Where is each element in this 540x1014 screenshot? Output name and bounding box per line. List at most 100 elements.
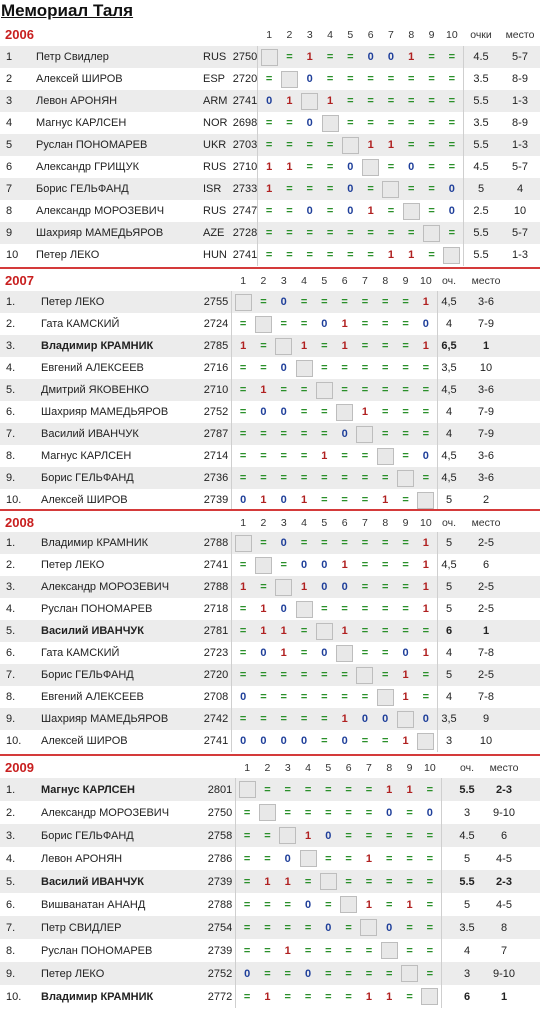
game-result: 0 bbox=[244, 967, 251, 980]
player-row: 1. Петер ЛЕКО 2755 = 0 = = = = = = 1 4,5 3-6 bbox=[0, 291, 540, 313]
grid-divider bbox=[235, 939, 236, 962]
player-rating: 2733 bbox=[232, 183, 258, 195]
game-result: = bbox=[284, 783, 291, 796]
game-result: = bbox=[402, 406, 409, 418]
game-result: = bbox=[422, 384, 430, 396]
game-result: = bbox=[286, 205, 293, 217]
game-result: 1 bbox=[406, 898, 413, 911]
game-result: = bbox=[386, 898, 393, 911]
grid-divider bbox=[463, 112, 464, 134]
player-name: Владимир КРАМНИК bbox=[41, 990, 154, 1003]
game-result: 0 bbox=[280, 735, 287, 747]
player-rating: 2714 bbox=[203, 450, 229, 462]
game-result: 0 bbox=[266, 95, 273, 107]
column-header: 3 bbox=[284, 762, 291, 774]
player-name: Василий ИВАНЧУК bbox=[41, 428, 139, 440]
game-result: = bbox=[402, 537, 409, 549]
game-result: = bbox=[341, 450, 348, 462]
game-result: 0 bbox=[260, 647, 267, 659]
self-square bbox=[382, 180, 400, 198]
game-result: 1 bbox=[386, 783, 393, 796]
player-name: Руслан ПОНОМАРЕВ bbox=[41, 944, 153, 957]
player-row: 1. Владимир КРАМНИК 2788 = 0 = = = = = = 1 5 2-5 bbox=[0, 532, 540, 554]
player-rating: 2736 bbox=[203, 472, 229, 484]
grid-divider bbox=[437, 335, 438, 357]
game-result: 0 bbox=[325, 829, 332, 842]
game-result: 1 bbox=[260, 494, 267, 506]
player-name: Руслан ПОНОМАРЕВ bbox=[41, 603, 153, 615]
player-country: ESP bbox=[203, 73, 226, 85]
game-result: = bbox=[361, 450, 369, 462]
game-result: = bbox=[321, 691, 328, 703]
game-result: = bbox=[304, 783, 312, 796]
grid-divider bbox=[235, 870, 236, 893]
game-result: 0 bbox=[240, 691, 247, 703]
game-result: 0 bbox=[347, 161, 354, 173]
player-place: 3-6 bbox=[478, 296, 494, 308]
player-number: 8. bbox=[6, 450, 16, 462]
game-result: = bbox=[243, 852, 251, 865]
grid-divider bbox=[257, 112, 258, 134]
game-result: 1 bbox=[422, 581, 429, 593]
year-heading: 2009 bbox=[5, 760, 34, 775]
game-result: = bbox=[347, 95, 354, 107]
player-name: Магнус КАРЛСЕН bbox=[41, 450, 132, 462]
self-square bbox=[275, 578, 293, 596]
self-square bbox=[421, 988, 439, 1005]
game-result: = bbox=[367, 249, 374, 261]
player-row: 7 Борис ГЕЛЬФАНД ISR 2733 1 = = = 0 = = = 0 5 4 bbox=[0, 178, 540, 200]
self-square bbox=[340, 896, 358, 913]
player-country: RUS bbox=[203, 51, 227, 63]
game-result: = bbox=[408, 227, 415, 239]
game-result: 1 bbox=[286, 95, 293, 107]
game-result: = bbox=[361, 296, 369, 308]
player-rating: 2718 bbox=[203, 603, 229, 615]
grid-divider bbox=[441, 893, 442, 916]
player-place: 1 bbox=[500, 990, 508, 1003]
game-result: 0 bbox=[321, 647, 328, 659]
game-result: 1 bbox=[284, 875, 291, 888]
game-result: = bbox=[406, 829, 413, 842]
game-result: 1 bbox=[406, 783, 413, 796]
game-result: = bbox=[264, 898, 271, 911]
game-result: = bbox=[284, 898, 291, 911]
player-country: AZE bbox=[203, 227, 225, 239]
player-name: Петер ЛЕКО bbox=[36, 249, 100, 261]
player-place: 2-5 bbox=[478, 581, 494, 593]
player-name: Алексей ШИРОВ bbox=[41, 735, 128, 747]
self-square bbox=[275, 337, 293, 355]
game-result: = bbox=[260, 713, 267, 725]
game-result: = bbox=[367, 227, 374, 239]
player-points: 3.5 bbox=[459, 921, 475, 934]
game-result: = bbox=[365, 944, 373, 957]
game-result: = bbox=[406, 875, 413, 888]
player-row: 6. Гата КАМСКИЙ 2723 = 0 1 = 0 = = 0 1 4 7-8 bbox=[0, 642, 540, 664]
game-result: = bbox=[408, 95, 415, 107]
column-header: 3 bbox=[280, 517, 287, 529]
grid-divider bbox=[463, 244, 464, 266]
game-result: = bbox=[426, 944, 434, 957]
player-points: 6,5 bbox=[441, 340, 457, 352]
game-result: = bbox=[422, 669, 430, 681]
grid-divider bbox=[231, 532, 232, 554]
game-result: 0 bbox=[300, 559, 308, 571]
game-result: = bbox=[325, 852, 332, 865]
grid-divider bbox=[463, 222, 464, 244]
game-result: = bbox=[402, 450, 409, 462]
column-header: 4 bbox=[305, 762, 311, 774]
column-header: 2 bbox=[260, 275, 267, 287]
game-result: = bbox=[382, 647, 389, 659]
game-result: = bbox=[326, 139, 334, 151]
column-header: 7 bbox=[362, 517, 368, 529]
self-cell bbox=[375, 445, 395, 467]
game-result: = bbox=[286, 51, 293, 63]
player-points: 4 bbox=[463, 944, 471, 957]
grid-divider bbox=[231, 445, 232, 467]
player-points: 5 bbox=[463, 852, 471, 865]
player-name: Гата КАМСКИЙ bbox=[41, 318, 120, 330]
player-rating: 2710 bbox=[203, 384, 229, 396]
column-header: 9 bbox=[402, 517, 409, 529]
grid-divider bbox=[231, 357, 232, 379]
game-result: 1 bbox=[367, 205, 374, 217]
column-header: 9 bbox=[406, 762, 413, 774]
